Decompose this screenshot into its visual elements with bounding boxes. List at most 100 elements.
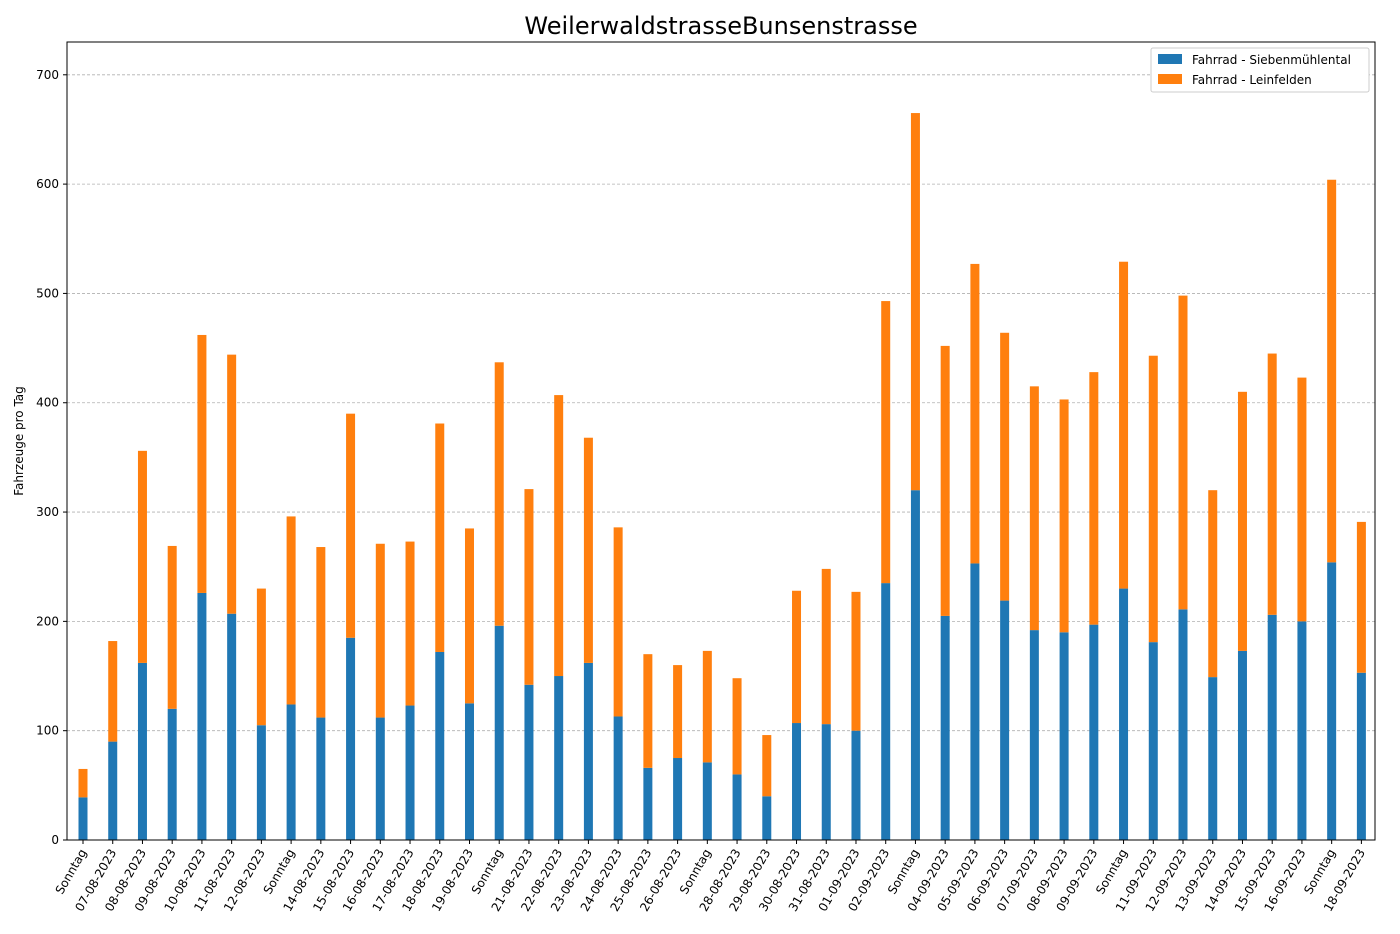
bar-leinfelden-6 <box>256 588 266 726</box>
bar-siebenmuehlental-37 <box>1178 609 1188 840</box>
bar-leinfelden-14 <box>494 362 504 626</box>
bar-siebenmuehlental-36 <box>1148 642 1158 840</box>
bar-leinfelden-16 <box>554 395 564 677</box>
bar-leinfelden-42 <box>1327 179 1337 563</box>
legend-label-leinfelden: Fahrrad - Leinfelden <box>1192 73 1312 87</box>
bar-siebenmuehlental-0 <box>78 797 88 840</box>
bar-leinfelden-26 <box>851 591 861 731</box>
bar-siebenmuehlental-22 <box>732 774 742 840</box>
y-axis-ticks: 0 100 200 300 400 500 600 700 <box>36 68 67 847</box>
bar-siebenmuehlental-2 <box>137 662 147 840</box>
bar-siebenmuehlental-30 <box>970 563 980 840</box>
y-tick-label-700: 700 <box>36 68 59 82</box>
bar-siebenmuehlental-33 <box>1059 632 1069 840</box>
bar-leinfelden-10 <box>375 543 385 718</box>
bar-leinfelden-36 <box>1148 355 1158 643</box>
bar-leinfelden-12 <box>435 423 445 652</box>
bar-leinfelden-0 <box>78 768 88 798</box>
y-tick-label-300: 300 <box>36 505 59 519</box>
bar-leinfelden-4 <box>197 334 207 593</box>
bar-siebenmuehlental-32 <box>1029 630 1039 840</box>
bar-leinfelden-38 <box>1208 490 1218 678</box>
bar-leinfelden-20 <box>673 665 683 759</box>
bar-siebenmuehlental-42 <box>1327 562 1337 840</box>
bar-siebenmuehlental-17 <box>583 662 593 840</box>
bar-leinfelden-28 <box>910 113 920 491</box>
bar-leinfelden-37 <box>1178 295 1188 610</box>
y-tick-label-600: 600 <box>36 177 59 191</box>
bar-leinfelden-40 <box>1267 353 1277 615</box>
bar-siebenmuehlental-7 <box>286 704 296 840</box>
bar-siebenmuehlental-13 <box>464 703 474 840</box>
bar-leinfelden-5 <box>227 354 237 614</box>
bar-siebenmuehlental-10 <box>375 717 385 840</box>
y-tick-label-500: 500 <box>36 286 59 300</box>
bar-siebenmuehlental-1 <box>108 741 118 840</box>
bar-siebenmuehlental-43 <box>1356 672 1366 840</box>
legend-swatch-leinfelden <box>1158 74 1182 84</box>
bar-leinfelden-11 <box>405 541 415 706</box>
bar-siebenmuehlental-27 <box>881 583 891 840</box>
bar-siebenmuehlental-8 <box>316 717 326 840</box>
bar-siebenmuehlental-3 <box>167 708 177 840</box>
bar-leinfelden-33 <box>1059 399 1069 633</box>
y-tick-label-0: 0 <box>51 833 59 847</box>
bar-siebenmuehlental-14 <box>494 625 504 840</box>
bar-siebenmuehlental-9 <box>346 637 356 840</box>
bar-siebenmuehlental-31 <box>1000 600 1010 840</box>
bar-siebenmuehlental-16 <box>554 676 564 840</box>
bar-siebenmuehlental-19 <box>643 767 653 840</box>
bar-siebenmuehlental-40 <box>1267 614 1277 840</box>
bar-leinfelden-15 <box>524 489 534 685</box>
bar-leinfelden-8 <box>316 547 326 718</box>
bar-siebenmuehlental-25 <box>821 724 831 840</box>
bar-siebenmuehlental-6 <box>256 725 266 840</box>
bar-leinfelden-39 <box>1237 391 1247 651</box>
bar-siebenmuehlental-24 <box>792 723 802 840</box>
bar-leinfelden-35 <box>1119 261 1129 589</box>
bar-leinfelden-13 <box>464 528 474 704</box>
bar-siebenmuehlental-23 <box>762 796 772 840</box>
bar-leinfelden-1 <box>108 641 118 742</box>
legend-box <box>1150 47 1370 93</box>
bar-siebenmuehlental-38 <box>1208 677 1218 840</box>
bar-siebenmuehlental-15 <box>524 684 534 840</box>
bar-leinfelden-43 <box>1356 521 1366 673</box>
legend-swatch-siebenmuehlental <box>1158 54 1182 64</box>
bar-siebenmuehlental-18 <box>613 716 623 840</box>
bar-leinfelden-19 <box>643 654 653 768</box>
legend: Fahrrad - Siebenmühlental Fahrrad - Lein… <box>1150 47 1370 93</box>
bar-siebenmuehlental-12 <box>435 651 445 840</box>
bar-leinfelden-34 <box>1089 372 1099 625</box>
bar-siebenmuehlental-11 <box>405 705 415 840</box>
y-tick-label-400: 400 <box>36 396 59 410</box>
bar-leinfelden-9 <box>346 413 356 638</box>
bar-leinfelden-31 <box>1000 332 1010 601</box>
x-axis-ticks: Sonntag07-08-202308-08-202309-08-202310-… <box>53 840 1368 914</box>
bar-leinfelden-3 <box>167 545 177 709</box>
bar-siebenmuehlental-29 <box>940 615 950 840</box>
bars <box>78 113 1366 840</box>
y-tick-label-200: 200 <box>36 614 59 628</box>
y-tick-label-100: 100 <box>36 724 59 738</box>
bar-siebenmuehlental-20 <box>673 758 683 840</box>
bar-siebenmuehlental-28 <box>910 490 920 840</box>
plot-frame <box>66 41 1376 841</box>
bar-leinfelden-23 <box>762 735 772 797</box>
bar-siebenmuehlental-26 <box>851 730 861 840</box>
bar-leinfelden-17 <box>583 437 593 663</box>
bar-leinfelden-29 <box>940 345 950 616</box>
bar-leinfelden-30 <box>970 263 980 564</box>
chart-title: WeilerwaldstrasseBunsenstrasse <box>524 12 917 40</box>
bar-leinfelden-32 <box>1029 386 1039 631</box>
y-axis-label: Fahrzeuge pro Tag <box>12 386 26 496</box>
bar-leinfelden-7 <box>286 516 296 705</box>
bar-leinfelden-2 <box>137 450 147 663</box>
bar-leinfelden-41 <box>1297 377 1307 622</box>
bar-leinfelden-21 <box>702 650 712 763</box>
bar-siebenmuehlental-4 <box>197 592 207 840</box>
legend-label-siebenmuehlental: Fahrrad - Siebenmühlental <box>1192 53 1351 67</box>
bar-siebenmuehlental-5 <box>227 613 237 840</box>
bar-siebenmuehlental-41 <box>1297 621 1307 840</box>
